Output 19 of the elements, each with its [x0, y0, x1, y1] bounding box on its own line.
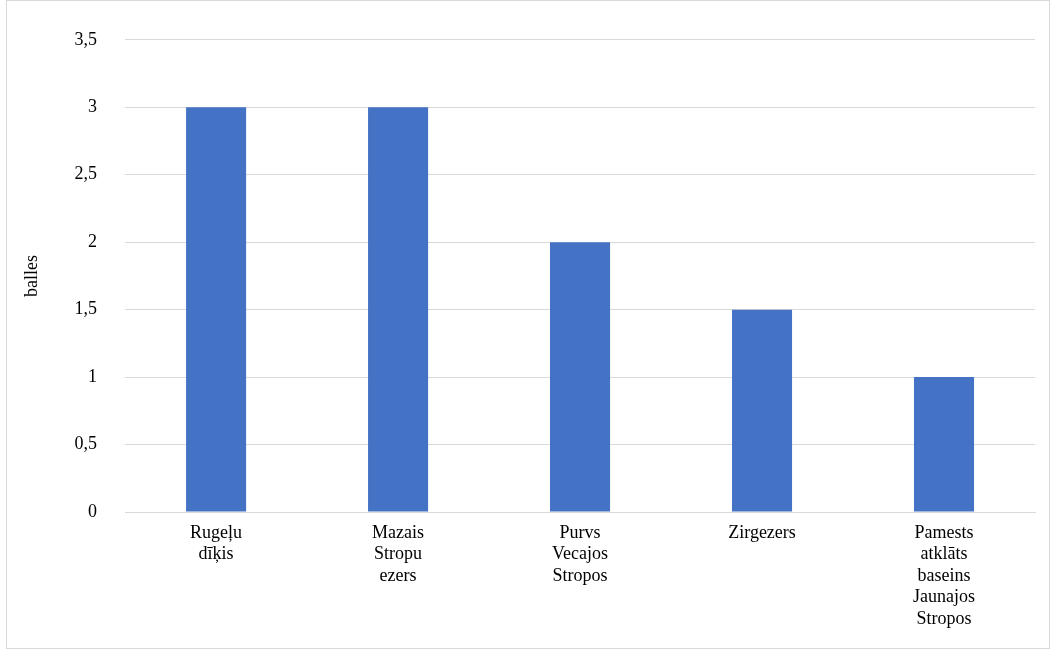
bar	[186, 107, 247, 512]
bar	[368, 107, 429, 512]
y-tick-label: 1,5	[74, 298, 98, 319]
y-tick-label: 2,5	[74, 163, 98, 184]
y-tick-label: 0,5	[74, 433, 98, 454]
y-tick-label: 1	[88, 365, 98, 386]
y-tick-label: 2	[88, 230, 98, 251]
bar	[913, 377, 975, 512]
y-axis-title: balles	[20, 254, 41, 297]
y-tick-label: 3,5	[74, 28, 98, 49]
y-tick-label: 3	[88, 95, 98, 116]
y-tick-label: 0	[88, 500, 98, 521]
x-tick-label: Zirgezers	[728, 521, 796, 542]
bar	[550, 242, 611, 512]
x-tick-label: Rugeļu dīķis	[190, 521, 243, 564]
x-tick-label: Pamests atklāts baseins Jaunajos Stropos	[913, 521, 976, 628]
x-tick-label: Mazais Stropu ezers	[372, 521, 425, 585]
x-tick-label: Purvs Vecajos Stropos	[552, 521, 609, 585]
bar	[732, 309, 793, 512]
